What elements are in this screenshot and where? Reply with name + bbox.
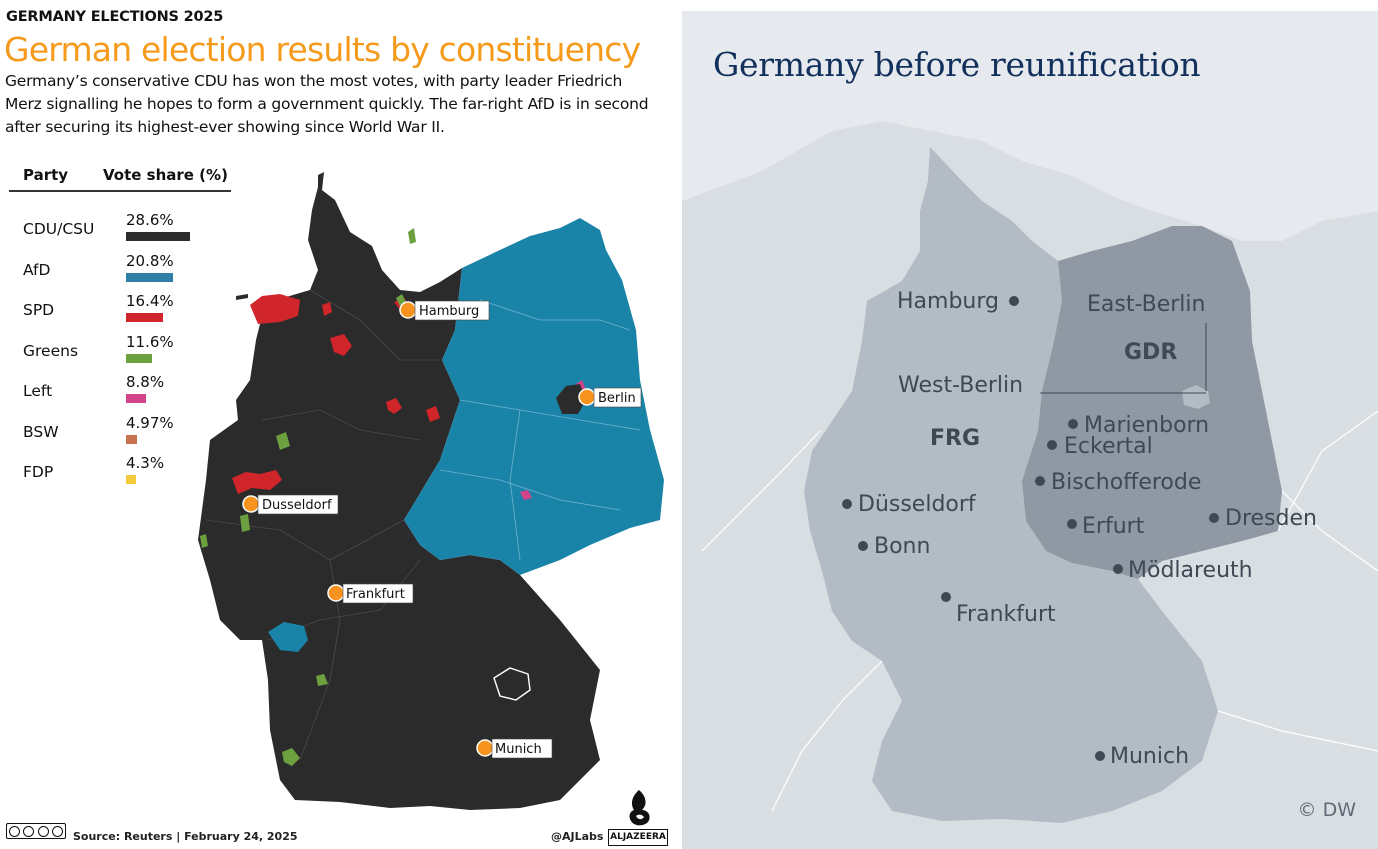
munich-outline	[493, 667, 531, 701]
reunification-map: Hamburg East-Berlin GDR West-Berlin Mari…	[682, 11, 1378, 823]
east-state-borders	[439, 299, 641, 561]
label-munich: Munich	[1110, 744, 1189, 769]
city-label-hamburg: Hamburg	[419, 304, 479, 319]
afd-west-pocket	[268, 622, 308, 652]
city-label-berlin: Berlin	[598, 391, 636, 406]
legend-party-name: Left	[23, 382, 53, 400]
legend-share-value: 16.4%	[126, 292, 174, 310]
cdu-region	[198, 187, 600, 810]
legend-row: FDP 4.3%	[9, 454, 231, 494]
label-eckertal: Eckertal	[1064, 434, 1153, 459]
legend-share-bar	[126, 475, 136, 484]
legend-row: Left 8.8%	[9, 373, 231, 413]
deck-text: Germany’s conservative CDU has won the m…	[5, 72, 649, 136]
legend-share-bar	[126, 313, 163, 322]
legend-row: CDU/CSU 28.6%	[9, 211, 231, 251]
reunification-map-panel: Hamburg East-Berlin GDR West-Berlin Mari…	[682, 11, 1378, 849]
legend-share-value: 20.8%	[126, 251, 174, 270]
kicker: GERMANY ELECTIONS 2025	[6, 9, 224, 25]
legend-row: BSW 4.97%	[9, 414, 231, 454]
label-west-berlin: West-Berlin	[898, 373, 1023, 398]
legend-col-party: Party	[23, 166, 69, 184]
west-berlin-territory	[1182, 385, 1210, 409]
ajlabs-handle: @AJLabs	[551, 830, 604, 843]
election-results-map: Hamburg Berlin Dusseldorf Frankfurt Muni…	[198, 172, 664, 810]
country-borders	[701, 410, 1378, 812]
creative-commons-by-nc-sa-icon	[6, 823, 66, 839]
gdr-territory	[1022, 226, 1282, 579]
legend-row: SPD 16.4%	[9, 292, 231, 332]
label-bischofferode: Bischofferode	[1051, 470, 1201, 495]
map-title: Germany before reunification	[713, 45, 1201, 84]
city-marker-frankfurt: Frankfurt	[327, 583, 414, 604]
legend-party-name: AfD	[23, 260, 51, 279]
baltic-sea	[682, 11, 1378, 241]
label-east-berlin: East-Berlin	[1087, 292, 1205, 317]
legend-share-value: 8.8%	[126, 373, 165, 391]
label-erfurt: Erfurt	[1082, 514, 1145, 539]
legend-share-value: 4.97%	[126, 413, 174, 432]
frg-territory	[804, 147, 1218, 823]
legend-header: Party Vote share (%)	[9, 166, 231, 192]
vote-share-legend: Party Vote share (%) CDU/CSU 28.6% AfD 20.8…	[9, 166, 231, 484]
city-dots	[842, 296, 1219, 761]
legend-party-name: Greens	[23, 341, 79, 360]
legend-party-name: BSW	[23, 422, 59, 441]
legend-share-bar	[126, 394, 146, 403]
legend-party-name: FDP	[23, 463, 54, 481]
city-label-dusseldorf: Dusseldorf	[262, 498, 332, 513]
label-bonn: Bonn	[874, 534, 930, 559]
legend-party-name: SPD	[23, 301, 55, 319]
city-label-frankfurt: Frankfurt	[346, 587, 405, 602]
legend-row: Greens 11.6%	[9, 333, 231, 373]
label-dresden: Dresden	[1225, 506, 1317, 531]
label-modlareuth: Mödlareuth	[1128, 558, 1253, 583]
legend-share-bar	[126, 272, 173, 282]
city-marker-munich: Munich	[476, 738, 553, 759]
north-sea-islands	[236, 172, 324, 300]
label-gdr: GDR	[1124, 340, 1177, 365]
legend-share-value: 11.6%	[126, 332, 174, 351]
city-marker-hamburg: Hamburg	[399, 300, 490, 321]
berlin-cdu-pocket	[556, 384, 586, 414]
election-infographic: GERMANY ELECTIONS 2025 German election r…	[0, 0, 680, 849]
label-frg: FRG	[930, 426, 980, 451]
aljazeera-logo-icon	[629, 790, 650, 826]
city-label-munich: Munich	[495, 742, 542, 757]
label-dusseldorf: Düsseldorf	[858, 492, 977, 517]
legend-share-bar	[126, 353, 152, 363]
label-frankfurt: Frankfurt	[956, 602, 1056, 627]
legend-share-value: 4.3%	[126, 454, 165, 472]
legend-col-share: Vote share (%)	[103, 166, 228, 184]
legend-share-bar	[126, 232, 190, 241]
headline: German election results by constituency	[4, 30, 641, 69]
legend-share-bar	[126, 434, 138, 444]
legend-row: AfD 20.8%	[9, 252, 231, 292]
city-marker-dusseldorf: Dusseldorf	[242, 494, 339, 515]
label-marienborn: Marienborn	[1084, 413, 1209, 438]
city-marker-berlin: Berlin	[578, 387, 642, 408]
aljazeera-logo-word: ALJAZEERA	[608, 829, 668, 846]
source-note: Source: Reuters | February 24, 2025	[73, 830, 298, 843]
legend-share-value: 28.6%	[126, 211, 174, 229]
label-hamburg: Hamburg	[897, 289, 999, 314]
legend-party-name: CDU/CSU	[23, 220, 95, 238]
dw-credit: © DW	[1297, 799, 1356, 821]
